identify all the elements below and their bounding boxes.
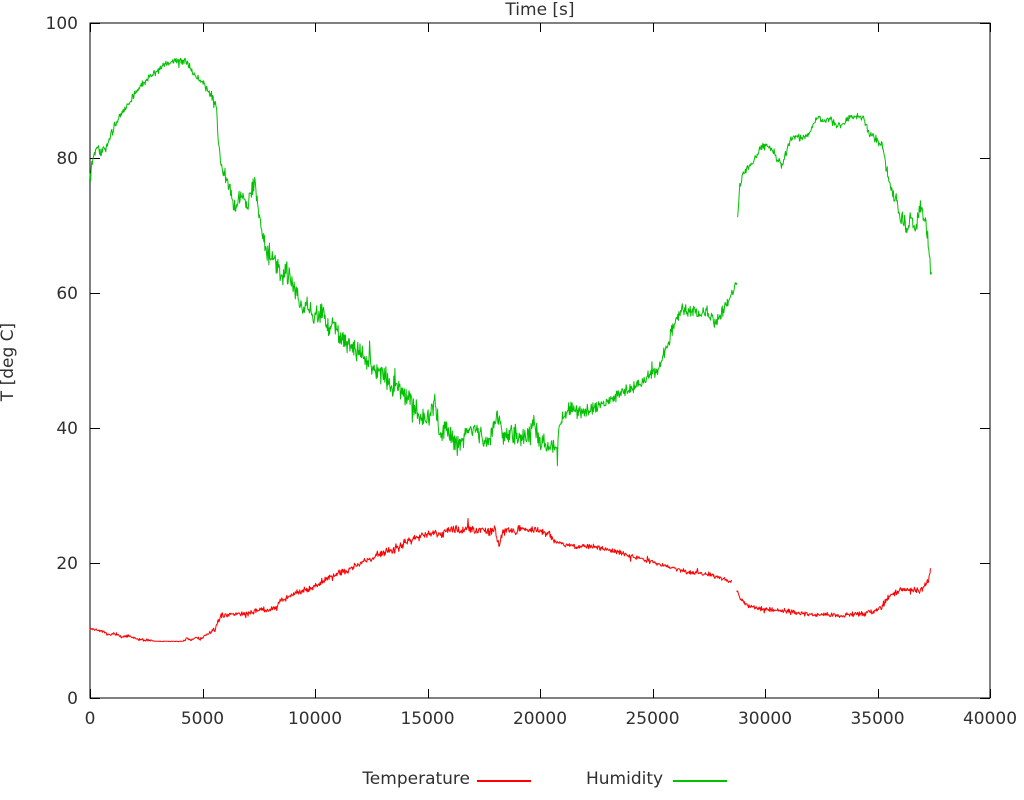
legend-line-sample-humidity	[673, 780, 727, 782]
plot-border	[89, 22, 991, 699]
x-tick-label: 35000	[850, 709, 904, 729]
y-tick-label: 60	[56, 284, 78, 304]
x-tick-label: 10000	[288, 709, 342, 729]
legend-label-humidity: Humidity	[586, 769, 664, 789]
x-tick-label: 20000	[513, 709, 567, 729]
y-tick-label: 80	[56, 149, 78, 169]
x-tick-label: 15000	[400, 709, 454, 729]
y-tick-label: 40	[56, 419, 78, 439]
x-tick-label: 40000	[963, 709, 1017, 729]
chart-legend: Temperature Humidity	[0, 769, 1024, 789]
x-tick-label: 25000	[625, 709, 679, 729]
legend-label-temperature: Temperature	[362, 769, 470, 789]
x-tick-label: 0	[85, 709, 96, 729]
y-axis-title: T [deg C]	[0, 322, 18, 402]
y-tick-label: 20	[56, 554, 78, 574]
y-tick-label: 100	[46, 14, 78, 34]
temperature-series-line-seg1	[89, 518, 733, 643]
humidity-series-line-seg2	[737, 112, 932, 275]
legend-line-sample-temperature	[477, 780, 531, 782]
humidity-series-line-seg1	[89, 57, 738, 467]
x-tick-label: 30000	[738, 709, 792, 729]
x-tick-label: 5000	[181, 709, 224, 729]
x-axis-title: Time [s]	[505, 0, 575, 20]
y-tick-label: 0	[67, 689, 78, 709]
temperature-series-line-seg2	[736, 568, 931, 618]
